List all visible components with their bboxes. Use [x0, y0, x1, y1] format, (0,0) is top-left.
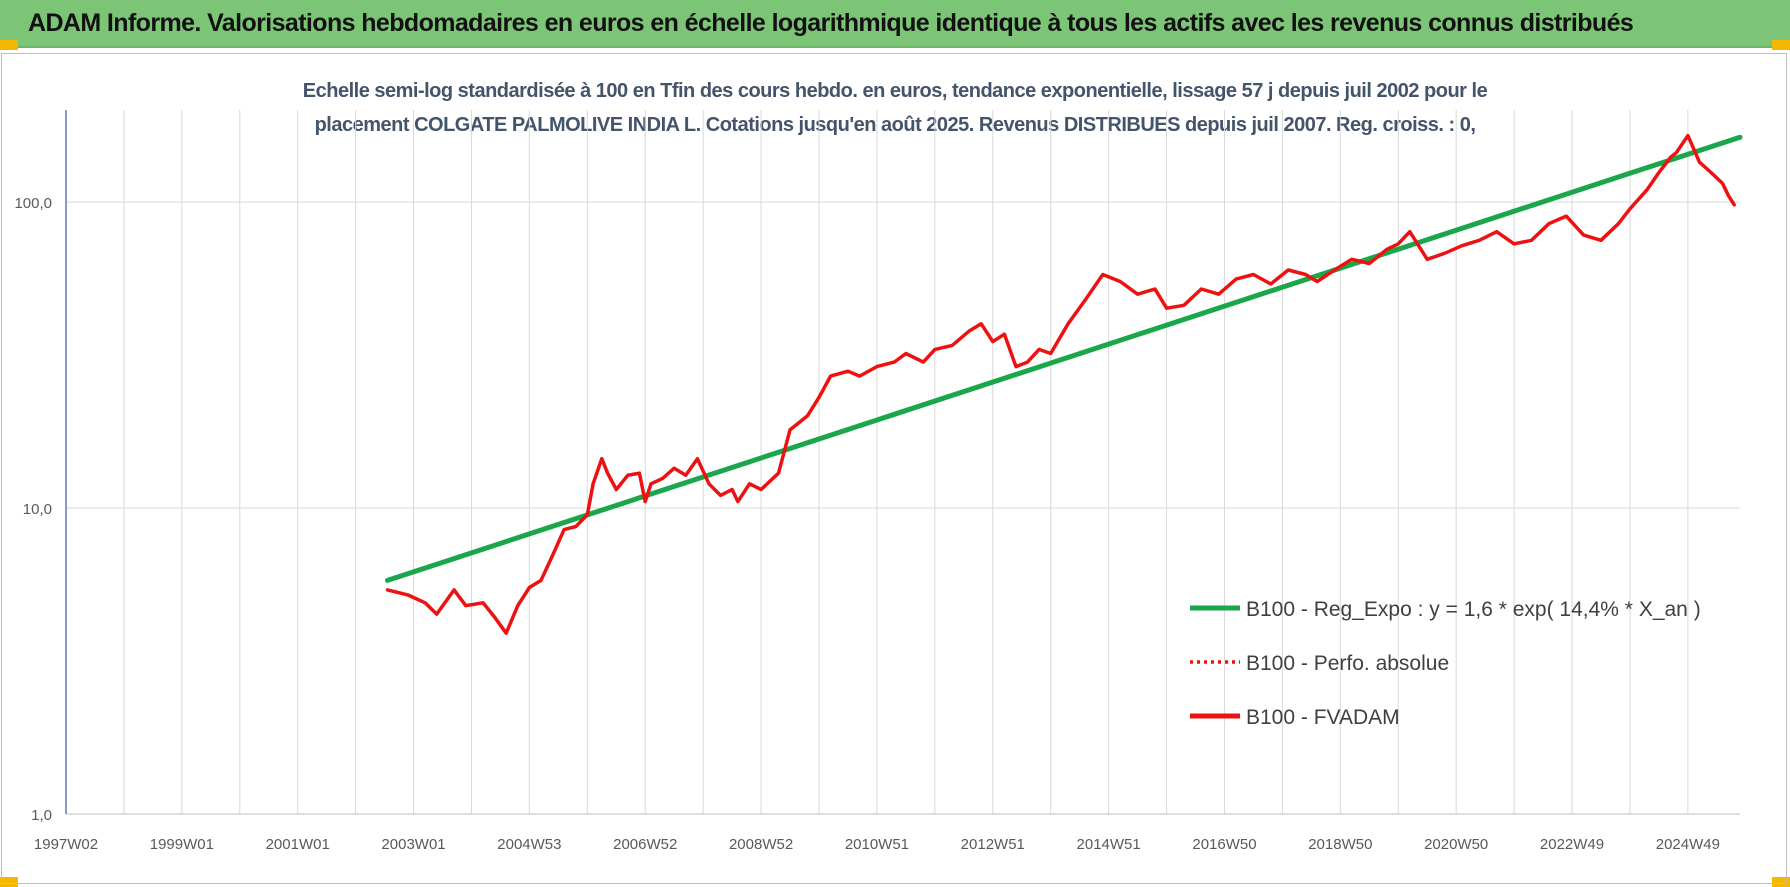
- header-title: ADAM Informe. Valorisations hebdomadaire…: [28, 9, 1634, 37]
- header-bar: ADAM Informe. Valorisations hebdomadaire…: [0, 0, 1790, 48]
- x-tick-label: 2014W51: [1077, 836, 1141, 853]
- x-tick-label: 2018W50: [1308, 836, 1372, 853]
- x-tick-label: 1997W02: [34, 836, 98, 853]
- chart-frame: [1, 53, 1787, 884]
- x-tick-label: 2008W52: [729, 836, 793, 853]
- trend-series-line: [385, 134, 1743, 583]
- corner-accent-top-right: [1772, 40, 1790, 50]
- x-tick-label: 2006W52: [613, 836, 677, 853]
- x-tick-label: 2003W01: [381, 836, 445, 853]
- x-tick-label: 2020W50: [1424, 836, 1488, 853]
- x-tick-label: 2010W51: [845, 836, 909, 853]
- corner-accent-bottom-left: [0, 877, 18, 887]
- chart-title-line-2: placement COLGATE PALMOLIVE INDIA L. Cot…: [314, 114, 1476, 136]
- x-tick-label: 2022W49: [1540, 836, 1604, 853]
- x-tick-label: 2024W49: [1656, 836, 1720, 853]
- y-tick-label: 10,0: [23, 501, 52, 518]
- fvadam-series-line: [385, 133, 1736, 635]
- x-tick-label: 2016W50: [1192, 836, 1256, 853]
- y-tick-label: 1,0: [31, 807, 52, 824]
- x-tick-label: 2001W01: [266, 836, 330, 853]
- x-tick-label: 1999W01: [150, 836, 214, 853]
- corner-accent-top-left: [0, 40, 18, 50]
- chart-title-line-1: Echelle semi-log standardisée à 100 en T…: [302, 80, 1488, 102]
- legend-label: B100 - Reg_Expo : y = 1,6 * exp( 14,4% *…: [1246, 598, 1701, 621]
- y-tick-label: 100,0: [14, 195, 52, 212]
- x-tick-label: 2012W51: [961, 836, 1025, 853]
- legend-label: B100 - FVADAM: [1246, 706, 1400, 729]
- corner-accent-bottom-right: [1772, 877, 1790, 887]
- x-tick-label: 2004W53: [497, 836, 561, 853]
- legend-label: B100 - Perfo. absolue: [1246, 652, 1449, 675]
